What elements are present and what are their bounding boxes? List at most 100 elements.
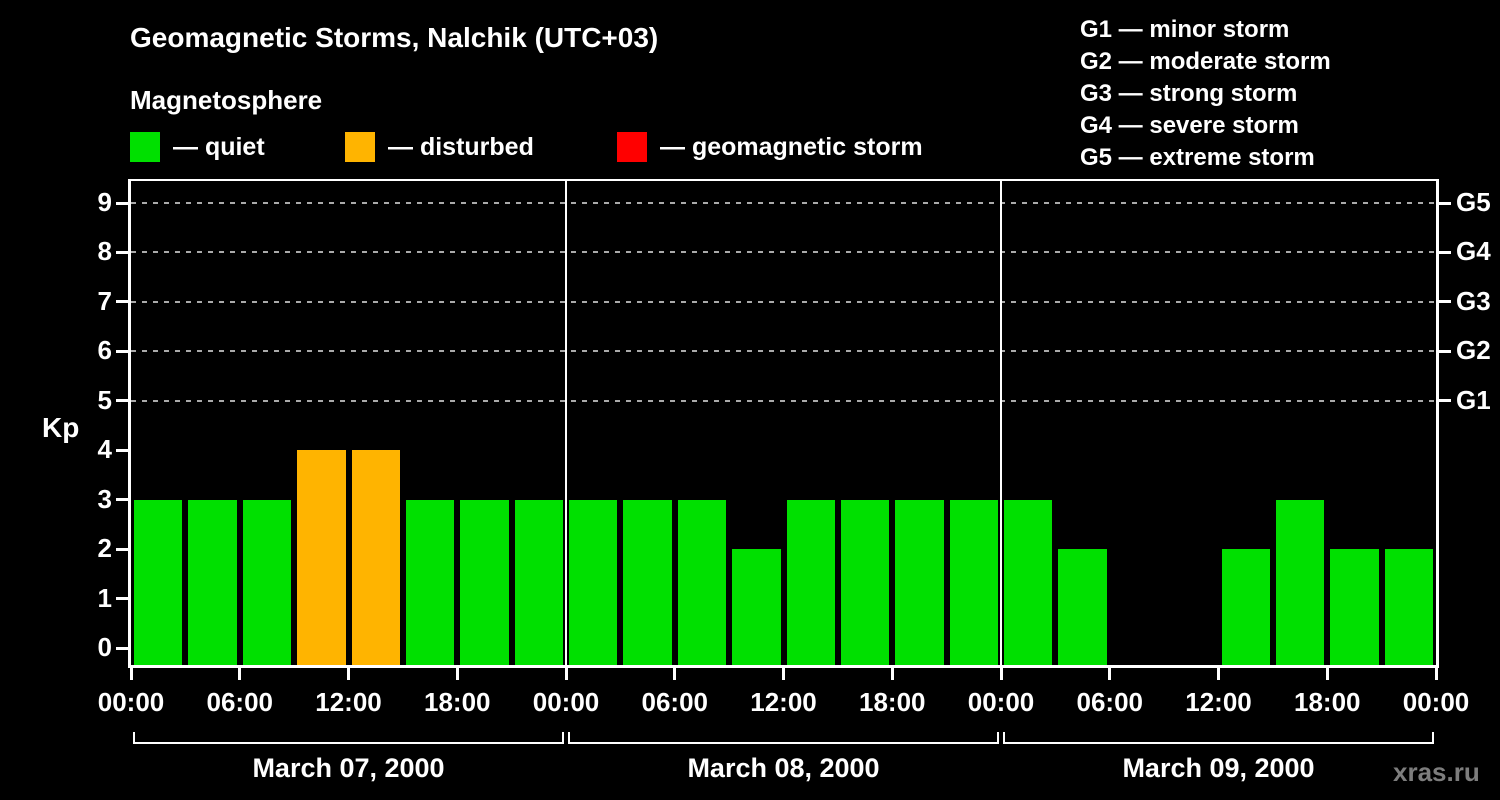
x-tick-label: 12:00 xyxy=(315,687,382,717)
kp-bar xyxy=(623,499,672,665)
kp-bar xyxy=(895,499,944,665)
x-axis-tick xyxy=(999,668,1003,680)
magnetosphere-label: Magnetosphere xyxy=(130,85,323,115)
g2-legend-line: G2 — moderate storm xyxy=(1080,48,1331,75)
x-axis-tick xyxy=(347,668,350,680)
y-tick-label: 5 xyxy=(97,384,112,415)
quiet-color-swatch xyxy=(130,132,160,162)
x-tick-label: 00:00 xyxy=(967,687,1035,717)
x-tick-label: 18:00 xyxy=(424,687,491,717)
g-tick-label: G4 xyxy=(1456,236,1491,267)
g-axis-tick xyxy=(1439,349,1451,353)
storm-color-swatch xyxy=(617,132,647,162)
y-axis-tick xyxy=(116,646,128,650)
date-bracket-end xyxy=(568,732,570,743)
y-tick-label: 1 xyxy=(97,582,112,613)
y-tick-label: 8 xyxy=(97,236,112,267)
x-axis-tick xyxy=(564,668,568,680)
date-bracket-end xyxy=(133,732,135,743)
y-axis-tick xyxy=(116,250,128,254)
x-tick-label: 00:00 xyxy=(532,687,600,717)
y-tick-label: 4 xyxy=(97,434,112,465)
x-tick-label: 06:00 xyxy=(1076,687,1144,717)
kp-bar xyxy=(1384,549,1433,665)
g1-legend-line: G1 — minor storm xyxy=(1080,16,1290,43)
y-axis-label: Kp xyxy=(42,412,80,443)
g4-legend-line: G4 — severe storm xyxy=(1080,112,1299,139)
date-bracket-end xyxy=(562,732,564,743)
x-axis-tick xyxy=(1217,668,1220,680)
y-axis-tick xyxy=(116,349,128,353)
x-tick-label: 00:00 xyxy=(97,687,165,717)
g-scale-legend: G1 — minor storm G2 — moderate storm G3 … xyxy=(1080,14,1331,174)
x-tick-label: 18:00 xyxy=(859,687,926,717)
kp-bar xyxy=(677,499,727,665)
kp-bar xyxy=(351,450,400,665)
date-label: March 07, 2000 xyxy=(252,753,445,783)
y-axis-tick xyxy=(116,300,128,304)
y-axis-tick xyxy=(116,547,128,551)
kp-bar xyxy=(188,499,237,665)
x-axis-tick xyxy=(238,668,242,680)
x-axis-tick xyxy=(782,668,785,680)
g-axis-tick xyxy=(1439,201,1451,205)
y-axis-tick xyxy=(116,448,128,452)
chart-title: Geomagnetic Storms, Nalchik (UTC+03) xyxy=(130,22,659,53)
x-axis-tick xyxy=(890,668,894,680)
y-axis-tick xyxy=(116,201,128,205)
g-axis-tick xyxy=(1439,399,1451,403)
legend-item-quiet: — quiet xyxy=(130,132,265,162)
y-tick-label: 0 xyxy=(97,632,112,662)
y-axis-tick xyxy=(116,498,128,502)
date-bracket xyxy=(1003,742,1434,744)
y-tick-label: 6 xyxy=(97,335,112,366)
g-tick-label: G1 xyxy=(1456,384,1491,415)
y-axis-tick xyxy=(116,597,128,601)
legend-label-disturbed: — disturbed xyxy=(388,132,534,161)
legend-item-disturbed: — disturbed xyxy=(345,132,534,162)
g-tick-label: G2 xyxy=(1456,335,1491,366)
kp-bar xyxy=(840,499,890,665)
grid-line xyxy=(131,350,1436,353)
kp-bar xyxy=(1275,499,1325,665)
grid-line xyxy=(131,251,1436,254)
kp-bar xyxy=(786,499,835,665)
g-axis-tick xyxy=(1439,250,1451,254)
kp-bar xyxy=(242,499,292,665)
x-tick-label: 12:00 xyxy=(750,687,817,717)
kp-bar xyxy=(732,549,781,665)
x-axis-tick xyxy=(455,668,459,680)
y-axis-tick xyxy=(116,399,128,403)
x-axis-tick xyxy=(1434,668,1438,680)
day-separator xyxy=(565,181,567,665)
legend-label-storm: — geomagnetic storm xyxy=(660,132,923,161)
x-tick-label: 12:00 xyxy=(1185,687,1252,717)
date-label: March 08, 2000 xyxy=(687,753,880,783)
date-label: March 09, 2000 xyxy=(1122,753,1315,783)
date-bracket-end xyxy=(1432,732,1434,743)
grid-line xyxy=(131,399,1436,402)
x-tick-label: 00:00 xyxy=(1402,687,1470,717)
legend-item-storm: — geomagnetic storm xyxy=(617,132,923,162)
disturbed-color-swatch xyxy=(345,132,375,162)
g-axis-tick xyxy=(1439,300,1451,304)
y-tick-label: 7 xyxy=(97,285,112,316)
kp-bar xyxy=(1330,549,1379,665)
kp-bar xyxy=(1221,549,1270,665)
date-bracket xyxy=(133,742,564,744)
x-tick-label: 18:00 xyxy=(1294,687,1361,717)
g5-legend-line: G5 — extreme storm xyxy=(1080,144,1315,171)
grid-line xyxy=(131,300,1436,303)
kp-bar xyxy=(134,499,183,665)
date-bracket-end xyxy=(997,732,999,743)
date-bracket-end xyxy=(1003,732,1005,743)
x-axis-tick xyxy=(1325,668,1329,680)
kp-bar xyxy=(297,450,346,665)
g3-legend-line: G3 — strong storm xyxy=(1080,80,1298,107)
date-bracket xyxy=(568,742,999,744)
x-tick-label: 06:00 xyxy=(206,687,274,717)
kp-bar xyxy=(1058,549,1107,665)
x-tick-label: 06:00 xyxy=(641,687,709,717)
x-axis-tick xyxy=(1108,668,1112,680)
